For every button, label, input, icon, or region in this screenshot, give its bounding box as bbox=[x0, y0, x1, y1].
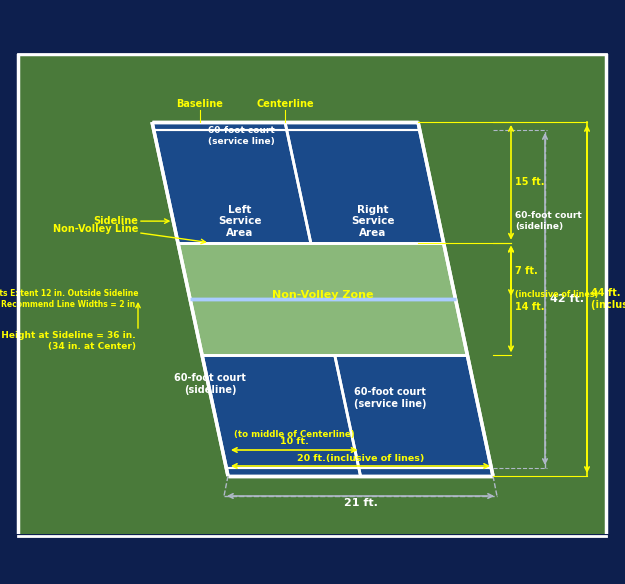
Text: 7 ft.: 7 ft. bbox=[515, 266, 538, 276]
Polygon shape bbox=[202, 355, 493, 476]
Polygon shape bbox=[152, 122, 444, 243]
Text: Recommend Net Posts Extent 12 in. Outside Sideline
Recommend Line Widths = 2 in.: Recommend Net Posts Extent 12 in. Outsid… bbox=[0, 289, 138, 309]
Polygon shape bbox=[152, 122, 493, 476]
Text: Net Height at Sideline = 36 in.
(34 in. at Center): Net Height at Sideline = 36 in. (34 in. … bbox=[0, 331, 136, 351]
Text: Right
Service
Area: Right Service Area bbox=[351, 204, 394, 238]
Text: Orange ball/60-foot tennis court (service line to service line): 21ft x 42 ft (8: Orange ball/60-foot tennis court (servic… bbox=[8, 33, 536, 43]
Text: 20 ft.(inclusive of lines): 20 ft.(inclusive of lines) bbox=[297, 454, 424, 463]
Text: Lining a regulation tennis court requires 168 linear feet of tape.: Lining a regulation tennis court require… bbox=[86, 545, 538, 558]
Text: Lining a 60-foot court (service line to service line) requires 42 linear feet of: Lining a 60-foot court (service line to … bbox=[57, 565, 568, 575]
Text: 44 ft.
(inclusive of lines): 44 ft. (inclusive of lines) bbox=[591, 288, 625, 310]
Polygon shape bbox=[178, 243, 468, 355]
Text: Pickleball court: 20ft x 44 ft (880 sq ft): Pickleball court: 20ft x 44 ft (880 sq f… bbox=[8, 14, 314, 28]
Text: 60-foot court
(service line): 60-foot court (service line) bbox=[354, 387, 426, 409]
Text: Left
Service
Area: Left Service Area bbox=[218, 204, 261, 238]
Text: Non-Volley Line: Non-Volley Line bbox=[52, 224, 138, 234]
Bar bbox=[18, 54, 606, 536]
Text: (inclusive of lines): (inclusive of lines) bbox=[515, 290, 598, 300]
Text: 60-foot court
(sideline): 60-foot court (sideline) bbox=[515, 211, 582, 231]
Text: Sideline: Sideline bbox=[93, 216, 138, 226]
Text: Centerline: Centerline bbox=[256, 99, 314, 109]
Text: 14 ft.: 14 ft. bbox=[515, 302, 544, 312]
Text: (to middle of Centerline): (to middle of Centerline) bbox=[234, 429, 354, 439]
Text: 10 ft.: 10 ft. bbox=[280, 437, 309, 447]
Polygon shape bbox=[178, 243, 468, 355]
Text: 60-foot court
(sideline): 60-foot court (sideline) bbox=[174, 373, 246, 395]
Polygon shape bbox=[152, 122, 493, 476]
Text: 60-foot court
(service line): 60-foot court (service line) bbox=[208, 127, 275, 146]
Polygon shape bbox=[152, 122, 444, 243]
Bar bbox=[18, 54, 606, 536]
Bar bbox=[0, 534, 625, 584]
Text: Non-Volley Zone: Non-Volley Zone bbox=[272, 290, 374, 300]
Polygon shape bbox=[202, 355, 493, 476]
Text: 42 ft.: 42 ft. bbox=[550, 294, 584, 304]
Text: Baseline: Baseline bbox=[176, 99, 223, 109]
Bar bbox=[0, 0, 625, 54]
Text: 15 ft.: 15 ft. bbox=[515, 178, 544, 187]
Polygon shape bbox=[152, 122, 493, 476]
Text: 21 ft.: 21 ft. bbox=[344, 498, 377, 508]
